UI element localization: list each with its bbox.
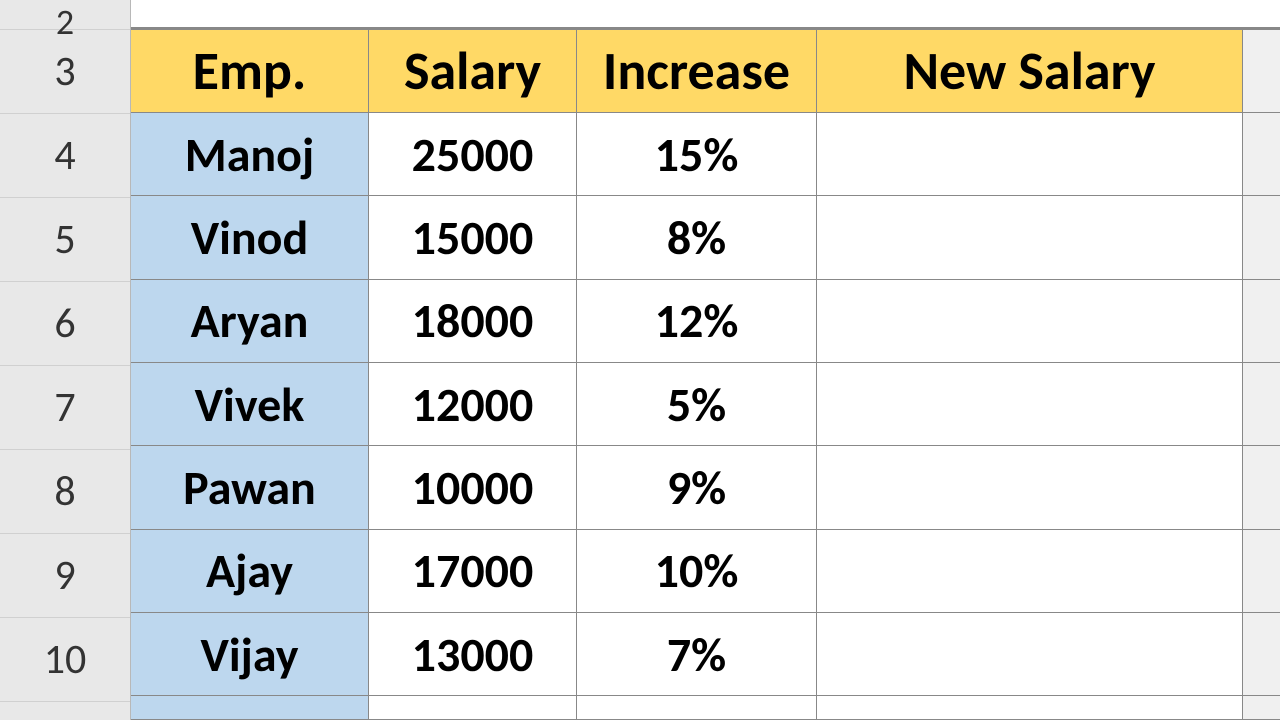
header-emp[interactable]: Emp. bbox=[131, 30, 369, 113]
formula-cell[interactable] bbox=[131, 0, 1280, 27]
cell-new-salary[interactable] bbox=[817, 280, 1243, 363]
cell-salary[interactable]: 10000 bbox=[369, 446, 577, 529]
table-row: Vinod 15000 8% bbox=[131, 196, 1280, 279]
spreadsheet-grid[interactable]: 2 3 4 5 6 7 8 9 10 Emp. Salary Increase … bbox=[0, 0, 1280, 720]
cell-increase[interactable]: 10% bbox=[577, 530, 817, 613]
formula-bar-row bbox=[131, 0, 1280, 30]
cell-new-salary[interactable] bbox=[817, 446, 1243, 529]
extra-cell[interactable] bbox=[1243, 530, 1280, 613]
extra-cell[interactable] bbox=[1243, 196, 1280, 279]
table-row-partial bbox=[131, 696, 1280, 720]
cell-emp[interactable]: Aryan bbox=[131, 280, 369, 363]
row-header[interactable]: 3 bbox=[0, 30, 130, 114]
cell-new-salary[interactable] bbox=[817, 113, 1243, 196]
cell-emp[interactable]: Vijay bbox=[131, 613, 369, 696]
row-header[interactable]: 5 bbox=[0, 198, 130, 282]
cell-increase[interactable]: 12% bbox=[577, 280, 817, 363]
cell-new-salary[interactable] bbox=[817, 613, 1243, 696]
cell-salary[interactable]: 17000 bbox=[369, 530, 577, 613]
header-new-salary[interactable]: New Salary bbox=[817, 30, 1243, 113]
cell-new-salary[interactable] bbox=[817, 196, 1243, 279]
extra-cell[interactable] bbox=[1243, 446, 1280, 529]
cell-salary[interactable]: 12000 bbox=[369, 363, 577, 446]
cell-salary[interactable]: 13000 bbox=[369, 613, 577, 696]
cell-salary[interactable]: 25000 bbox=[369, 113, 577, 196]
cell-increase[interactable]: 8% bbox=[577, 196, 817, 279]
cell-emp[interactable]: Pawan bbox=[131, 446, 369, 529]
extra-cell[interactable] bbox=[1243, 280, 1280, 363]
table-row: Manoj 25000 15% bbox=[131, 113, 1280, 196]
table-row: Vijay 13000 7% bbox=[131, 613, 1280, 696]
extra-cell[interactable] bbox=[1243, 696, 1280, 720]
table-row: Pawan 10000 9% bbox=[131, 446, 1280, 529]
row-header[interactable]: 9 bbox=[0, 534, 130, 618]
cell-new-salary[interactable] bbox=[817, 530, 1243, 613]
table-row: Ajay 17000 10% bbox=[131, 530, 1280, 613]
cell-new-salary[interactable] bbox=[817, 696, 1243, 720]
row-header[interactable]: 7 bbox=[0, 366, 130, 450]
cell-increase[interactable] bbox=[577, 696, 817, 720]
extra-cell[interactable] bbox=[1243, 363, 1280, 446]
row-header[interactable]: 10 bbox=[0, 618, 130, 702]
row-header[interactable]: 4 bbox=[0, 114, 130, 198]
row-header[interactable]: 8 bbox=[0, 450, 130, 534]
cell-emp[interactable]: Vivek bbox=[131, 363, 369, 446]
cell-new-salary[interactable] bbox=[817, 363, 1243, 446]
cell-salary[interactable] bbox=[369, 696, 577, 720]
cell-salary[interactable]: 15000 bbox=[369, 196, 577, 279]
table-row: Aryan 18000 12% bbox=[131, 280, 1280, 363]
header-increase[interactable]: Increase bbox=[577, 30, 817, 113]
cell-emp[interactable]: Manoj bbox=[131, 113, 369, 196]
cell-emp[interactable]: Ajay bbox=[131, 530, 369, 613]
extra-cell[interactable] bbox=[1243, 30, 1280, 113]
table-row: Vivek 12000 5% bbox=[131, 363, 1280, 446]
header-salary[interactable]: Salary bbox=[369, 30, 577, 113]
cell-emp[interactable]: Vinod bbox=[131, 196, 369, 279]
cell-emp[interactable] bbox=[131, 696, 369, 720]
grid-area: Emp. Salary Increase New Salary Manoj 25… bbox=[131, 0, 1280, 720]
header-row: Emp. Salary Increase New Salary bbox=[131, 30, 1280, 113]
row-header[interactable]: 6 bbox=[0, 282, 130, 366]
cell-salary[interactable]: 18000 bbox=[369, 280, 577, 363]
cell-increase[interactable]: 5% bbox=[577, 363, 817, 446]
extra-cell[interactable] bbox=[1243, 113, 1280, 196]
cell-increase[interactable]: 7% bbox=[577, 613, 817, 696]
extra-cell[interactable] bbox=[1243, 613, 1280, 696]
cell-increase[interactable]: 15% bbox=[577, 113, 817, 196]
row-header[interactable]: 2 bbox=[0, 0, 130, 30]
row-headers-column: 2 3 4 5 6 7 8 9 10 bbox=[0, 0, 131, 720]
cell-increase[interactable]: 9% bbox=[577, 446, 817, 529]
